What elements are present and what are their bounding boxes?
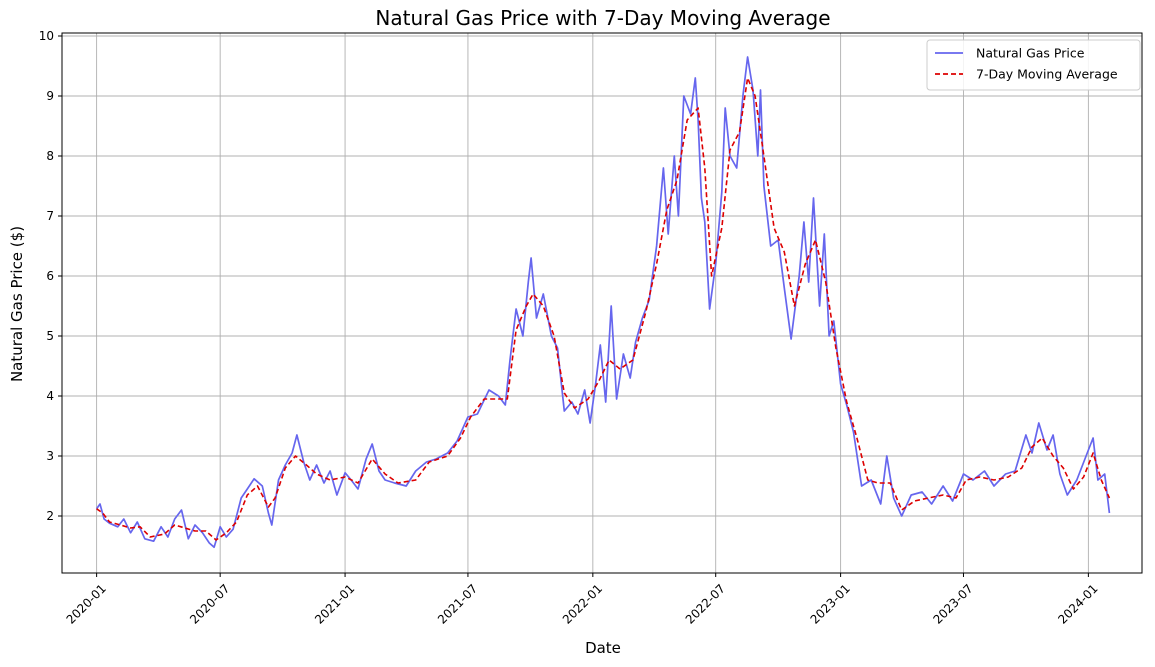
legend-label-moving-average: 7-Day Moving Average [976, 67, 1118, 82]
grid [62, 33, 1142, 573]
y-tick-label: 8 [46, 149, 54, 163]
legend-label-price: Natural Gas Price [976, 46, 1085, 61]
y-tick-label: 6 [46, 269, 54, 283]
moving-average-series-line [96, 77, 1111, 541]
x-tick-label: 2023-07 [930, 581, 975, 626]
y-axis-label: Natural Gas Price ($) [8, 226, 26, 382]
y-tick-label: 4 [46, 389, 54, 403]
y-tick-label: 10 [39, 29, 54, 43]
chart-title: Natural Gas Price with 7-Day Moving Aver… [375, 6, 830, 30]
y-tick-label: 3 [46, 449, 54, 463]
x-tick-label: 2024-01 [1055, 581, 1100, 626]
y-tick-label: 2 [46, 509, 54, 523]
series-layer [95, 56, 1111, 549]
y-axis-ticks: 2 3 4 5 6 7 8 9 10 [39, 29, 62, 523]
x-tick-label: 2020-01 [64, 581, 109, 626]
y-tick-label: 7 [46, 209, 54, 223]
x-axis-ticks: 2020-01 2020-07 2021-01 2021-07 2022-01 2022-… [64, 573, 1101, 627]
legend: Natural Gas Price 7-Day Moving Average [926, 39, 1141, 91]
legend-box [926, 39, 1141, 91]
price-series-line [95, 56, 1111, 549]
x-tick-label: 2021-01 [312, 581, 357, 626]
x-tick-label: 2021-07 [435, 581, 480, 626]
y-tick-label: 5 [46, 329, 54, 343]
plot-area-frame [61, 32, 1143, 574]
x-axis-label: Date [585, 639, 621, 657]
x-tick-label: 2022-01 [560, 581, 605, 626]
x-tick-label: 2023-01 [808, 581, 853, 626]
x-tick-label: 2022-07 [683, 581, 728, 626]
x-tick-label: 2020-07 [187, 581, 232, 626]
y-tick-label: 9 [46, 89, 54, 103]
